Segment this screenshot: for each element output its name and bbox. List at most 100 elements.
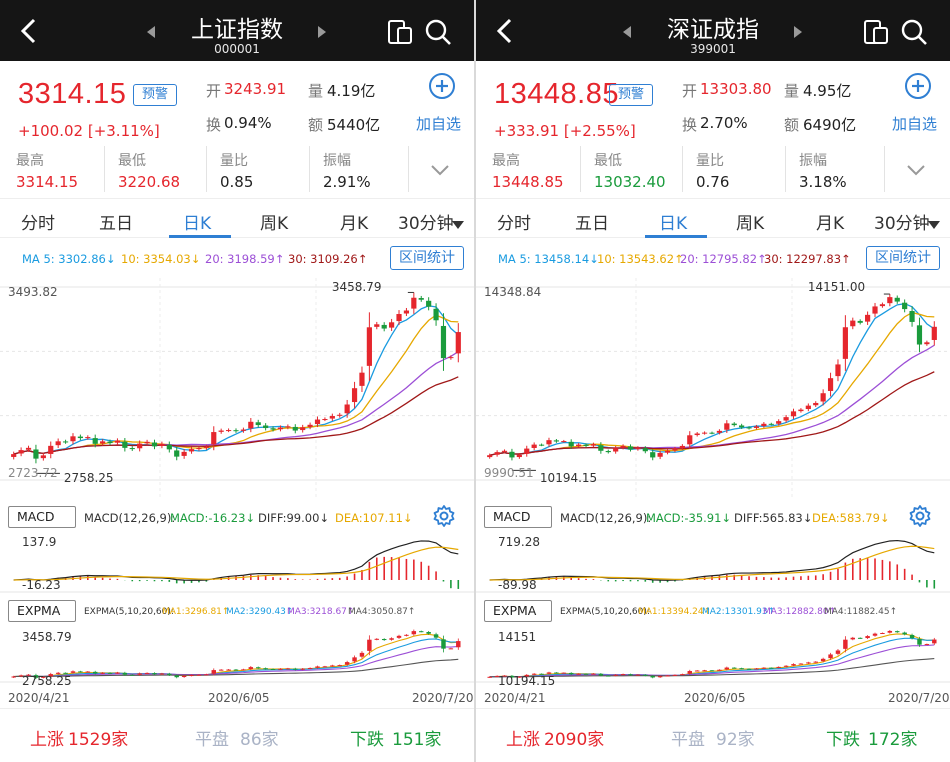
expma-ma2: MA2:3290.43↑: [226, 607, 294, 617]
expma-candle: [524, 674, 529, 678]
expma-candle: [576, 673, 581, 675]
expma-candle: [843, 636, 848, 653]
expma-candle: [322, 665, 328, 668]
expma-candle: [635, 674, 641, 676]
down-label: 下跌: [826, 730, 860, 750]
expma-candle: [381, 638, 387, 641]
tab-period[interactable]: 分时: [21, 214, 55, 234]
back-icon[interactable]: [14, 14, 44, 48]
tab-period[interactable]: 日K: [659, 214, 688, 234]
expand-chevron-icon[interactable]: [428, 160, 452, 180]
expma-candle: [55, 671, 61, 675]
candle: [716, 429, 723, 435]
candle: [403, 307, 410, 317]
candle: [820, 389, 826, 406]
expma-ma1: MA1:3296.81↑: [162, 607, 230, 617]
period-tabs: 分时 五日 日K 周K 月K 30分钟: [476, 198, 950, 238]
amount-value: 5440亿: [327, 116, 381, 134]
candle: [672, 446, 678, 453]
expma-candle: [583, 673, 589, 675]
candlestick-chart[interactable]: [0, 278, 474, 508]
candle: [292, 424, 298, 434]
settings-gear-icon[interactable]: [908, 504, 932, 528]
expma-candle: [687, 669, 692, 675]
tab-period[interactable]: 月K: [340, 214, 369, 234]
stock-panel-399001: 深证成指 399001 13448.85 预警 +333.91 [+2.55%] 开 133…: [476, 0, 950, 762]
date-axis-label: 2020/7/20: [888, 691, 950, 705]
search-icon[interactable]: [424, 18, 452, 46]
expma-ma4: MA4:11882.45↑: [824, 607, 898, 617]
range-stats-button[interactable]: 区间统计: [866, 246, 940, 270]
settings-gear-icon[interactable]: [432, 504, 456, 528]
active-tab-underline: [169, 235, 231, 238]
expma-selector[interactable]: EXPMA: [8, 600, 76, 622]
candlestick-chart[interactable]: [476, 278, 950, 508]
search-icon[interactable]: [900, 18, 928, 46]
landscape-icon[interactable]: [862, 18, 890, 46]
expma-candle: [924, 643, 930, 646]
flat-count: 86家: [240, 730, 279, 750]
candle: [494, 450, 500, 457]
tab-period[interactable]: 30分钟: [874, 214, 930, 234]
prev-stock-icon[interactable]: [620, 24, 634, 40]
dropdown-triangle-icon[interactable]: [451, 215, 465, 229]
candle: [768, 422, 774, 426]
candle: [731, 422, 737, 427]
ma-line-30: [13, 376, 459, 455]
expma-candle: [546, 671, 552, 675]
expma-candle: [433, 632, 439, 640]
macd-selector[interactable]: MACD: [8, 506, 76, 528]
tab-period[interactable]: 日K: [183, 214, 212, 234]
expma-candle: [517, 676, 522, 678]
expma-candle: [300, 667, 305, 671]
expma-candle: [41, 676, 46, 679]
expand-chevron-icon[interactable]: [904, 160, 928, 180]
candle: [613, 445, 619, 454]
up-count: 1529家: [68, 730, 129, 750]
add-watchlist-icon[interactable]: [904, 72, 932, 100]
tab-period[interactable]: 五日: [575, 214, 609, 234]
back-icon[interactable]: [490, 14, 520, 48]
alert-button[interactable]: 预警: [133, 84, 177, 106]
dropdown-triangle-icon[interactable]: [927, 215, 941, 229]
divider: [104, 146, 105, 192]
tab-period[interactable]: 周K: [736, 214, 765, 234]
tab-period[interactable]: 30分钟: [398, 214, 454, 234]
turnover-label: 换: [206, 116, 222, 134]
change-percent: [+3.11%]: [87, 122, 160, 140]
next-stock-icon[interactable]: [791, 24, 805, 40]
candle: [314, 416, 321, 428]
expma-selector[interactable]: EXPMA: [484, 600, 552, 622]
expma-candle: [18, 674, 24, 678]
candle: [590, 442, 597, 448]
candle: [92, 434, 98, 448]
expma-candle: [159, 672, 165, 675]
tab-period[interactable]: 分时: [497, 214, 531, 234]
period-high-label: 14151.00: [807, 280, 866, 294]
expma-candle: [657, 675, 663, 678]
expma-chart[interactable]: [0, 622, 474, 686]
tab-period[interactable]: 五日: [99, 214, 133, 234]
macd-selector[interactable]: MACD: [484, 506, 552, 528]
range-stats-button[interactable]: 区间统计: [390, 246, 464, 270]
expma-candle: [389, 637, 394, 641]
add-watchlist-label[interactable]: 加自选: [416, 115, 462, 133]
next-stock-icon[interactable]: [315, 24, 329, 40]
expma-candle: [806, 661, 811, 665]
landscape-icon[interactable]: [386, 18, 414, 46]
period-high-label: 3458.79: [331, 280, 382, 294]
expma-candle: [396, 634, 402, 640]
macd-chart[interactable]: [0, 530, 474, 598]
expma-candle: [672, 674, 678, 676]
tab-period[interactable]: 周K: [260, 214, 289, 234]
tab-period[interactable]: 月K: [816, 214, 845, 234]
candle: [433, 303, 439, 326]
alert-button[interactable]: 预警: [609, 84, 653, 106]
expma-candle: [233, 669, 239, 671]
prev-stock-icon[interactable]: [144, 24, 158, 40]
add-watchlist-label[interactable]: 加自选: [892, 115, 938, 133]
expma-candle: [456, 638, 461, 650]
add-watchlist-icon[interactable]: [428, 72, 456, 100]
expma-chart[interactable]: [476, 622, 950, 686]
macd-chart[interactable]: [476, 530, 950, 598]
